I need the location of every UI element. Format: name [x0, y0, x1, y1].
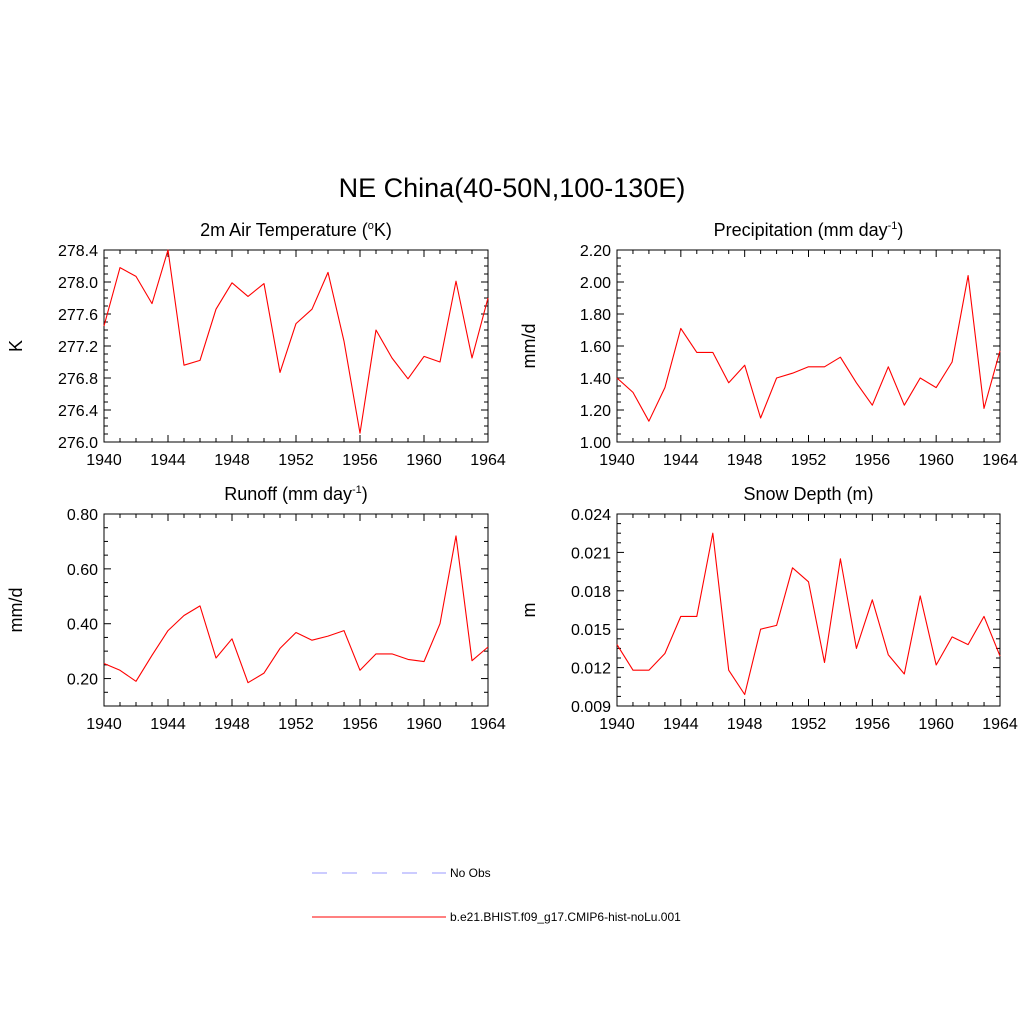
- y-tick-label: 1.20: [580, 403, 611, 420]
- panel-air-temperature: 1940 1944 1948 1952 1956 1960 1964 276.0 276.4 27…: [6, 220, 506, 469]
- panel-runoff: 1940 1944 1948 1952 1956 1960 1964 0.20 0.40 0.60…: [6, 484, 506, 733]
- panel-title: 2m Air Temperature (oK): [200, 220, 392, 240]
- y-tick-label: 0.015: [571, 622, 611, 639]
- y-tick-label: 0.60: [67, 562, 98, 579]
- x-tick-label: 1960: [918, 716, 954, 733]
- y-axis-label: mm/d: [519, 324, 539, 369]
- x-tick-label: 1948: [727, 716, 763, 733]
- x-tick-label: 1964: [470, 716, 506, 733]
- x-tick-label: 1940: [599, 452, 635, 469]
- panel-title: Precipitation (mm day-1): [714, 220, 904, 240]
- y-tick-label: 0.021: [571, 545, 611, 562]
- x-tick-label: 1948: [214, 452, 250, 469]
- y-tick-label: 0.024: [571, 507, 611, 524]
- series-line: [616, 275, 1001, 422]
- y-axis-label: m: [519, 603, 539, 618]
- y-tick-label: 0.012: [571, 661, 611, 678]
- panel-title-suffix: ): [897, 220, 903, 240]
- panel-title-suffix: K): [374, 220, 392, 240]
- y-tick-label: 277.6: [58, 307, 98, 324]
- plot-frame: [616, 513, 1001, 707]
- x-tick-label: 1956: [342, 452, 378, 469]
- y-axis-label: K: [6, 340, 26, 352]
- x-tick-label: 1964: [470, 452, 506, 469]
- y-tick-label: 276.4: [58, 403, 98, 420]
- x-tick-label: 1952: [791, 716, 827, 733]
- y-tick-label: 0.40: [67, 617, 98, 634]
- panel-title-suffix: ): [362, 484, 368, 504]
- legend-label-no-obs: No Obs: [450, 866, 491, 880]
- plot-frame: [103, 249, 489, 443]
- x-tick-label: 1940: [86, 452, 122, 469]
- y-tick-label: 1.40: [580, 371, 611, 388]
- panel-precipitation: 1940 1944 1948 1952 1956 1960 1964 1.00 1.20 1.40…: [519, 220, 1018, 469]
- x-tick-label: 1944: [150, 452, 186, 469]
- x-tick-label: 1960: [406, 452, 442, 469]
- series-line: [103, 249, 489, 434]
- x-tick-label: 1952: [278, 716, 314, 733]
- figure-title: NE China(40-50N,100-130E): [339, 173, 686, 203]
- y-tick-label: 0.009: [571, 699, 611, 716]
- x-tick-label: 1944: [663, 452, 699, 469]
- plot-frame: [103, 513, 489, 707]
- y-tick-label: 2.20: [580, 243, 611, 260]
- x-tick-label: 1940: [86, 716, 122, 733]
- y-tick-label: 0.20: [67, 672, 98, 689]
- y-tick-label: 1.60: [580, 339, 611, 356]
- y-tick-label: 278.4: [58, 243, 98, 260]
- y-tick-label: 0.80: [67, 507, 98, 524]
- panel-title-superscript: -1: [352, 484, 362, 496]
- y-tick-label: 1.00: [580, 435, 611, 452]
- y-tick-label: 0.018: [571, 584, 611, 601]
- y-tick-label: 277.2: [58, 339, 98, 356]
- x-tick-label: 1956: [855, 452, 891, 469]
- y-axis-label: mm/d: [6, 588, 26, 633]
- x-tick-label: 1960: [406, 716, 442, 733]
- panel-title: Snow Depth (m): [743, 484, 873, 504]
- x-tick-label: 1964: [982, 452, 1018, 469]
- y-tick-label: 2.00: [580, 275, 611, 292]
- x-tick-label: 1952: [278, 452, 314, 469]
- plot-frame: [616, 249, 1001, 443]
- y-tick-label: 278.0: [58, 275, 98, 292]
- x-tick-label: 1956: [855, 716, 891, 733]
- y-tick-label: 276.0: [58, 435, 98, 452]
- legend: No Obs b.e21.BHIST.f09_g17.CMIP6-hist-no…: [312, 866, 681, 924]
- x-tick-label: 1952: [791, 452, 827, 469]
- x-tick-label: 1964: [982, 716, 1018, 733]
- y-tick-label: 1.80: [580, 307, 611, 324]
- x-tick-label: 1956: [342, 716, 378, 733]
- x-tick-label: 1940: [599, 716, 635, 733]
- x-tick-label: 1960: [918, 452, 954, 469]
- series-line: [616, 532, 1001, 696]
- series-line: [103, 535, 489, 684]
- x-tick-label: 1948: [727, 452, 763, 469]
- x-tick-label: 1944: [150, 716, 186, 733]
- y-tick-label: 276.8: [58, 371, 98, 388]
- panel-title: Runoff (mm day-1): [224, 484, 368, 504]
- x-tick-label: 1944: [663, 716, 699, 733]
- panel-snow-depth: 1940 1944 1948 1952 1956 1960 1964 0.009 0.012 0.…: [519, 484, 1018, 733]
- panel-title-superscript: -1: [888, 220, 898, 232]
- panel-title-superscript: o: [368, 220, 374, 232]
- legend-label-model-run: b.e21.BHIST.f09_g17.CMIP6-hist-noLu.001: [450, 910, 681, 924]
- x-tick-label: 1948: [214, 716, 250, 733]
